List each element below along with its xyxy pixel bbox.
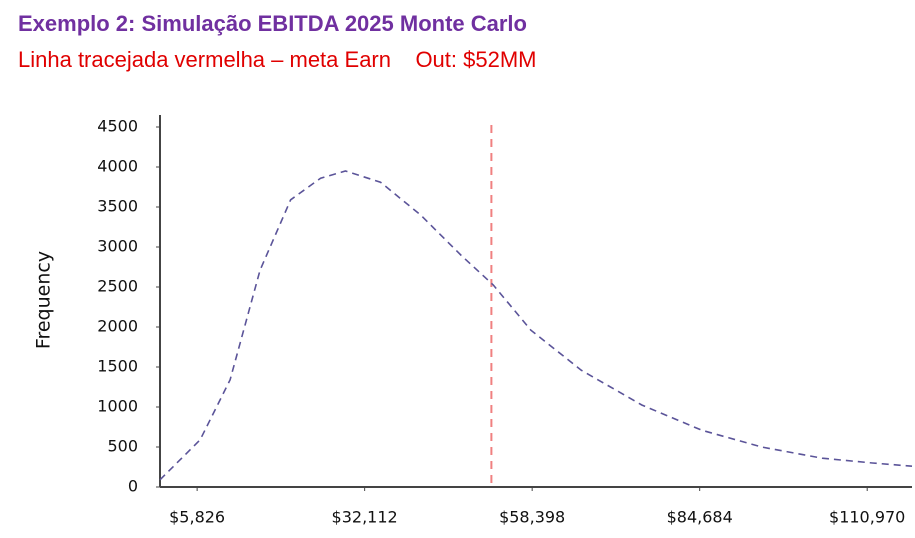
x-tick-label: $58,398	[499, 508, 565, 527]
x-tick-label: $84,684	[667, 508, 733, 527]
y-tick-label: 4500	[97, 117, 138, 136]
line-series	[159, 170, 913, 481]
y-tick-label: 1000	[97, 397, 138, 416]
chart-title: Exemplo 2: Simulação EBITDA 2025 Monte C…	[18, 11, 527, 36]
x-tick-label: $110,970	[829, 508, 905, 527]
y-tick-label: 3000	[97, 237, 138, 256]
y-tick-label: 1500	[97, 357, 138, 376]
y-tick-label: 3500	[97, 197, 138, 216]
y-tick-label: 2000	[97, 317, 138, 336]
x-tick-label: $32,112	[332, 508, 398, 527]
y-tick-label: 4000	[97, 157, 138, 176]
y-tick-label: 0	[128, 477, 138, 496]
chart-subtitle: Linha tracejada vermelha – meta Earn Out…	[18, 47, 536, 72]
y-tick-label: 2500	[97, 277, 138, 296]
y-axis-label: Frequency	[33, 251, 55, 349]
y-tick-label: 500	[107, 437, 138, 456]
x-tick-label: $5,826	[169, 508, 225, 527]
